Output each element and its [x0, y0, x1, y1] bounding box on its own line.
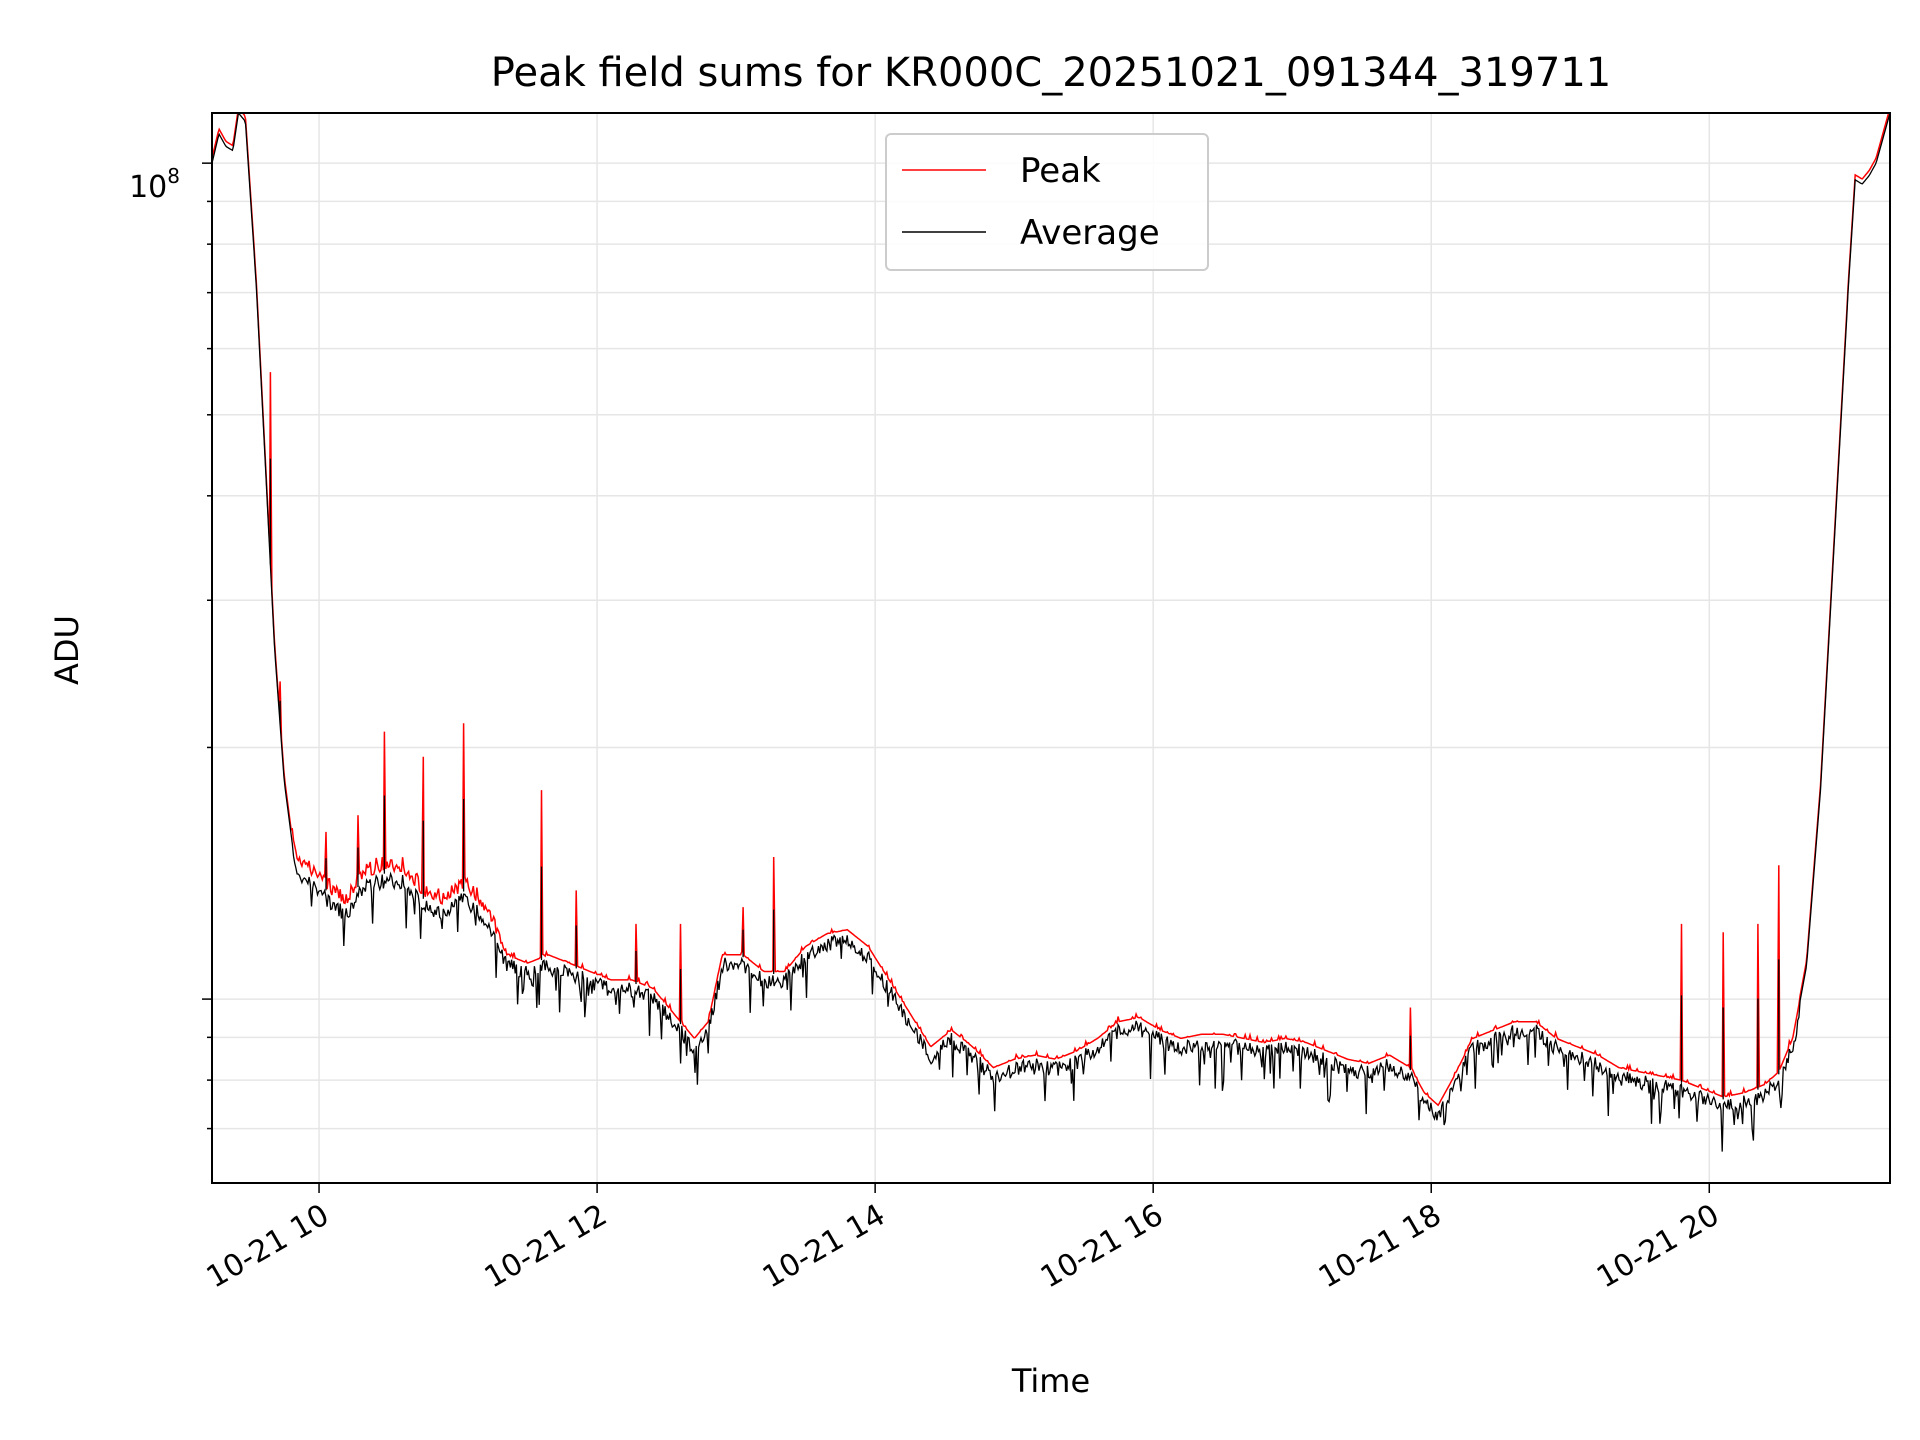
x-axis-title: Time	[1011, 1362, 1090, 1400]
series-line-peak	[212, 113, 1890, 1107]
series-line-average	[212, 113, 1890, 1152]
legend-label-average: Average	[1020, 213, 1160, 253]
legend-box	[885, 133, 1209, 271]
y-tick-label-1e8: 108	[129, 164, 180, 205]
legend-label-peak: Peak	[1020, 151, 1101, 191]
y-axis-title: ADU	[48, 615, 86, 685]
legend: Peak Average	[885, 133, 1209, 271]
plot-area	[212, 113, 1890, 1152]
axes-frame	[211, 112, 1891, 1184]
chart-title: Peak field sums for KR000C_20251021_0913…	[491, 50, 1611, 96]
